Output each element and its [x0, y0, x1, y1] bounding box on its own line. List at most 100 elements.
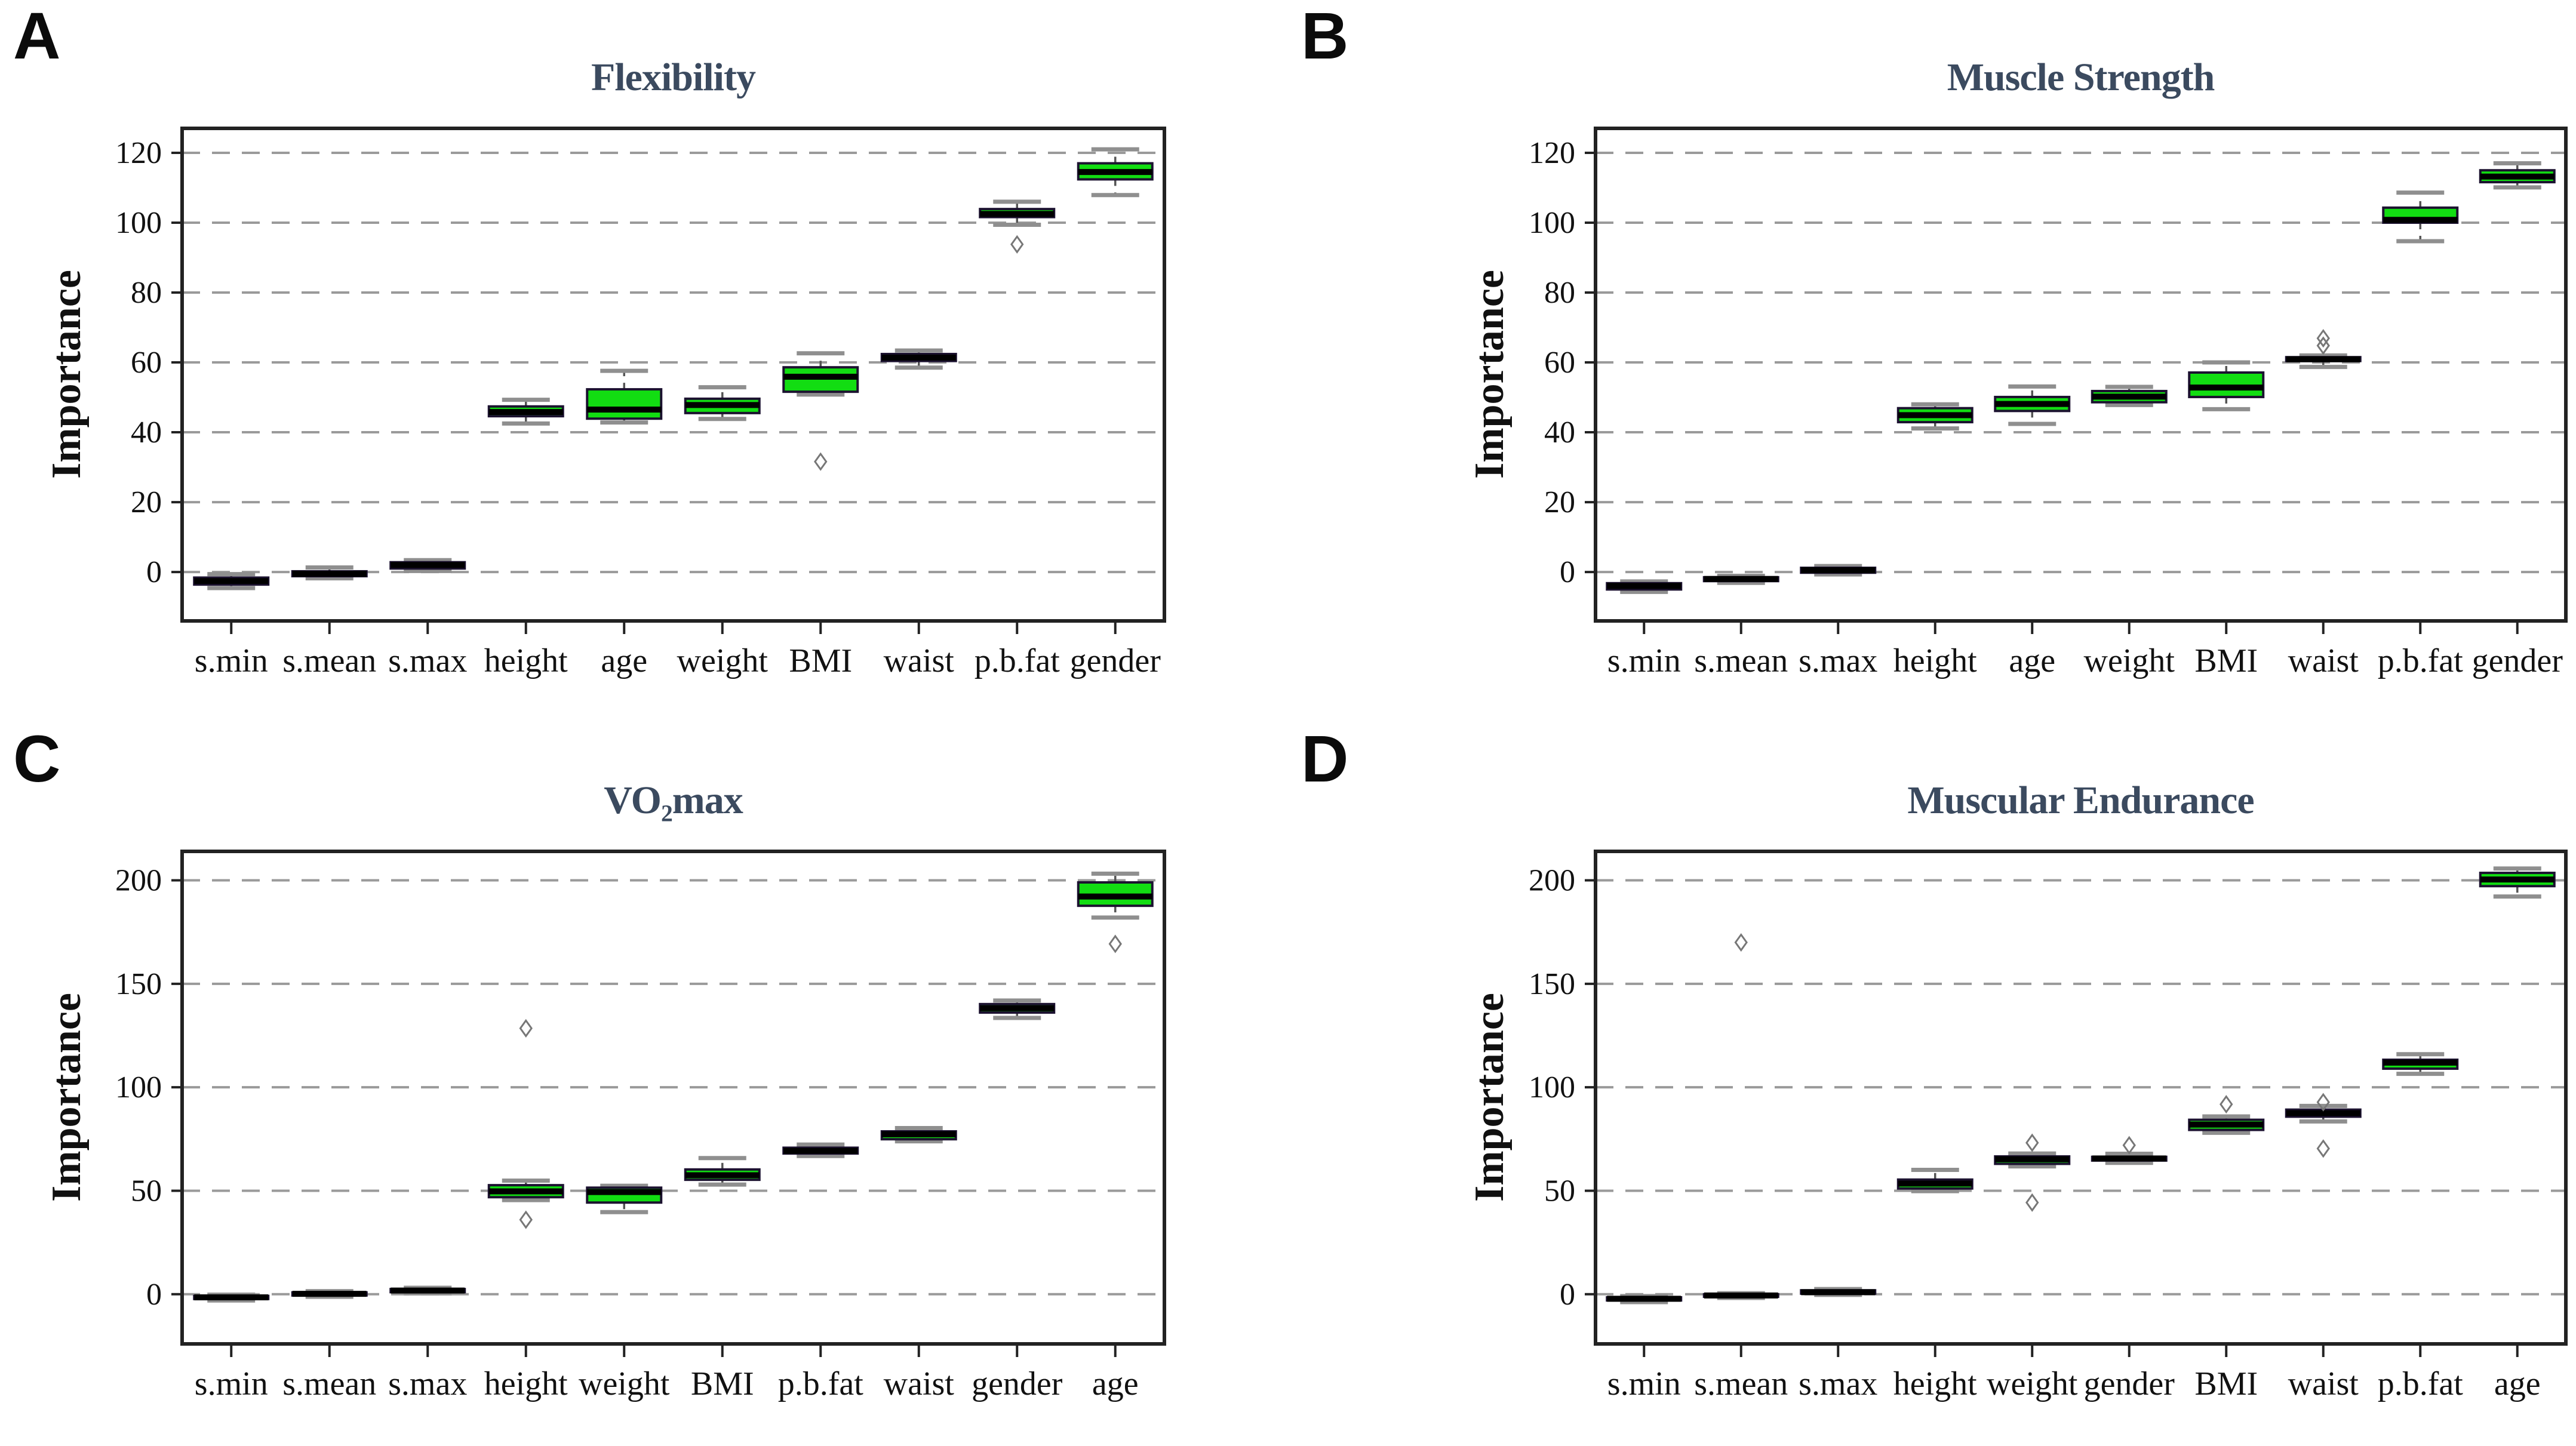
x-category-label-s.max: s.max	[388, 642, 467, 679]
boxes: s.min s.mean s.max height age weight BMI waist p…	[1606, 161, 2563, 679]
x-category-label-gender: gender	[1070, 642, 1161, 679]
box-s.mean: s.mean	[282, 1289, 376, 1402]
y-tick-label-100: 100	[115, 1070, 162, 1105]
x-category-label-weight: weight	[1987, 1365, 2078, 1402]
y-tick-label-100: 100	[1529, 1070, 1575, 1105]
x-category-label-BMI: BMI	[691, 1365, 754, 1402]
gridlines: 0 20 40 60 80 100 120	[1529, 136, 2566, 589]
panel-muscle-strength: 0 20 40 60 80 100 120 s.min s.mean s.max height age…	[1288, 0, 2576, 723]
x-category-label-age: age	[2009, 642, 2055, 679]
x-category-label-age: age	[1092, 1365, 1139, 1402]
panel-letter-d: D	[1301, 723, 1349, 796]
panel-title-flexibility: Flexibility	[591, 56, 756, 99]
box-s.min: s.min	[193, 1293, 270, 1402]
x-category-label-s.mean: s.mean	[282, 1365, 376, 1402]
y-tick-label-150: 150	[115, 967, 162, 1001]
box-BMI: BMI	[782, 351, 859, 679]
outlier-age-0	[1108, 934, 1122, 953]
y-tick-label-100: 100	[115, 206, 162, 240]
y-tick-label-200: 200	[115, 864, 162, 898]
y-tick-label-150: 150	[1529, 967, 1575, 1001]
box-weight: weight	[579, 1183, 670, 1402]
y-tick-label-40: 40	[1544, 416, 1575, 450]
x-category-label-waist: waist	[884, 1365, 955, 1402]
box-s.max: s.max	[388, 1285, 467, 1402]
x-category-label-weight: weight	[579, 1365, 670, 1402]
panel-letter-a: A	[13, 0, 61, 73]
gridlines: 0 50 100 150 200	[1529, 864, 2566, 1312]
box-s.max: s.max	[1799, 564, 1877, 679]
box-weight: weight	[1987, 1133, 2078, 1402]
plot-frame	[180, 127, 1166, 623]
panel-flexibility: 0 20 40 60 80 100 120 s.min s.mean s.max height age…	[0, 0, 1288, 723]
plot-frame	[180, 850, 1166, 1346]
x-category-label-s.max: s.max	[1799, 1365, 1877, 1402]
x-category-label-waist: waist	[2288, 1365, 2359, 1402]
panel-vo2max: 0 50 100 150 200 s.min s.mean s.max height weight…	[0, 723, 1288, 1446]
panel-title-vo2max: VO₂max	[604, 779, 743, 822]
x-category-label-s.min: s.min	[195, 642, 268, 679]
box-s.mean: s.mean	[1694, 574, 1788, 679]
plot-frame	[1594, 850, 2568, 1346]
x-category-label-height: height	[1893, 1365, 1977, 1402]
x-category-label-s.max: s.max	[1799, 642, 1877, 679]
box-age: age	[586, 368, 663, 679]
x-category-label-waist: waist	[884, 642, 955, 679]
outlier-p.b.fat-0	[1010, 235, 1024, 254]
box-waist: waist	[880, 1125, 957, 1402]
box-gender: gender	[2472, 161, 2563, 679]
box-gender: gender	[1070, 147, 1161, 679]
box-s.mean: s.mean	[1694, 933, 1788, 1402]
x-category-label-s.mean: s.mean	[1694, 642, 1788, 679]
box-age: age	[1077, 871, 1154, 1402]
box-age: age	[2479, 866, 2556, 1402]
outlier-BMI-0	[2220, 1095, 2233, 1114]
x-category-label-weight: weight	[677, 642, 769, 679]
y-axis-label-importance: Importance	[1467, 993, 1513, 1202]
x-category-label-waist: waist	[2288, 642, 2359, 679]
outlier-BMI-0	[814, 452, 828, 471]
outlier-s.mean-0	[1734, 933, 1748, 952]
x-category-label-s.max: s.max	[388, 1365, 467, 1402]
x-category-label-p.b.fat: p.b.fat	[975, 642, 1060, 679]
y-tick-label-50: 50	[131, 1174, 162, 1208]
outlier-height-1	[519, 1019, 533, 1038]
muscle-strength-boxplot-canvas: 0 20 40 60 80 100 120 s.min s.mean s.max height age…	[1529, 127, 2568, 679]
x-category-label-s.min: s.min	[1607, 642, 1681, 679]
box-p.b.fat: p.b.fat	[778, 1142, 864, 1402]
x-category-label-BMI: BMI	[789, 642, 852, 679]
y-tick-label-60: 60	[131, 346, 162, 380]
x-category-label-age: age	[601, 642, 647, 679]
box-s.mean: s.mean	[282, 565, 376, 679]
boxes: s.min s.mean s.max height age weight BMI waist p…	[193, 147, 1161, 679]
box-gender: gender	[972, 998, 1063, 1402]
y-tick-label-40: 40	[131, 416, 162, 450]
x-category-label-height: height	[484, 1365, 568, 1402]
y-axis-label-importance: Importance	[1467, 270, 1513, 479]
box-waist: waist	[880, 348, 957, 679]
y-tick-label-60: 60	[1544, 346, 1575, 380]
box-age: age	[1994, 384, 2071, 679]
y-tick-label-0: 0	[146, 555, 162, 589]
box-p.b.fat: p.b.fat	[2378, 190, 2463, 679]
box-weight: weight	[2084, 384, 2175, 679]
x-category-label-p.b.fat: p.b.fat	[778, 1365, 864, 1402]
x-category-label-s.min: s.min	[195, 1365, 268, 1402]
x-category-label-height: height	[1893, 642, 1977, 679]
x-category-label-s.min: s.min	[1607, 1365, 1681, 1402]
box-BMI: BMI	[2188, 1095, 2265, 1402]
y-tick-label-100: 100	[1529, 206, 1575, 240]
box-s.min: s.min	[193, 572, 270, 679]
plot-frame	[1594, 127, 2568, 623]
y-tick-label-0: 0	[1560, 555, 1575, 589]
x-category-label-s.mean: s.mean	[282, 642, 376, 679]
y-tick-label-120: 120	[115, 136, 162, 170]
box-height: height	[1893, 1167, 1977, 1402]
y-tick-label-50: 50	[1544, 1174, 1575, 1208]
y-tick-label-20: 20	[131, 485, 162, 519]
y-tick-label-80: 80	[131, 276, 162, 310]
gridlines: 0 50 100 150 200	[115, 864, 1164, 1312]
box-s.min: s.min	[1606, 579, 1683, 679]
x-category-label-gender: gender	[2084, 1365, 2175, 1402]
